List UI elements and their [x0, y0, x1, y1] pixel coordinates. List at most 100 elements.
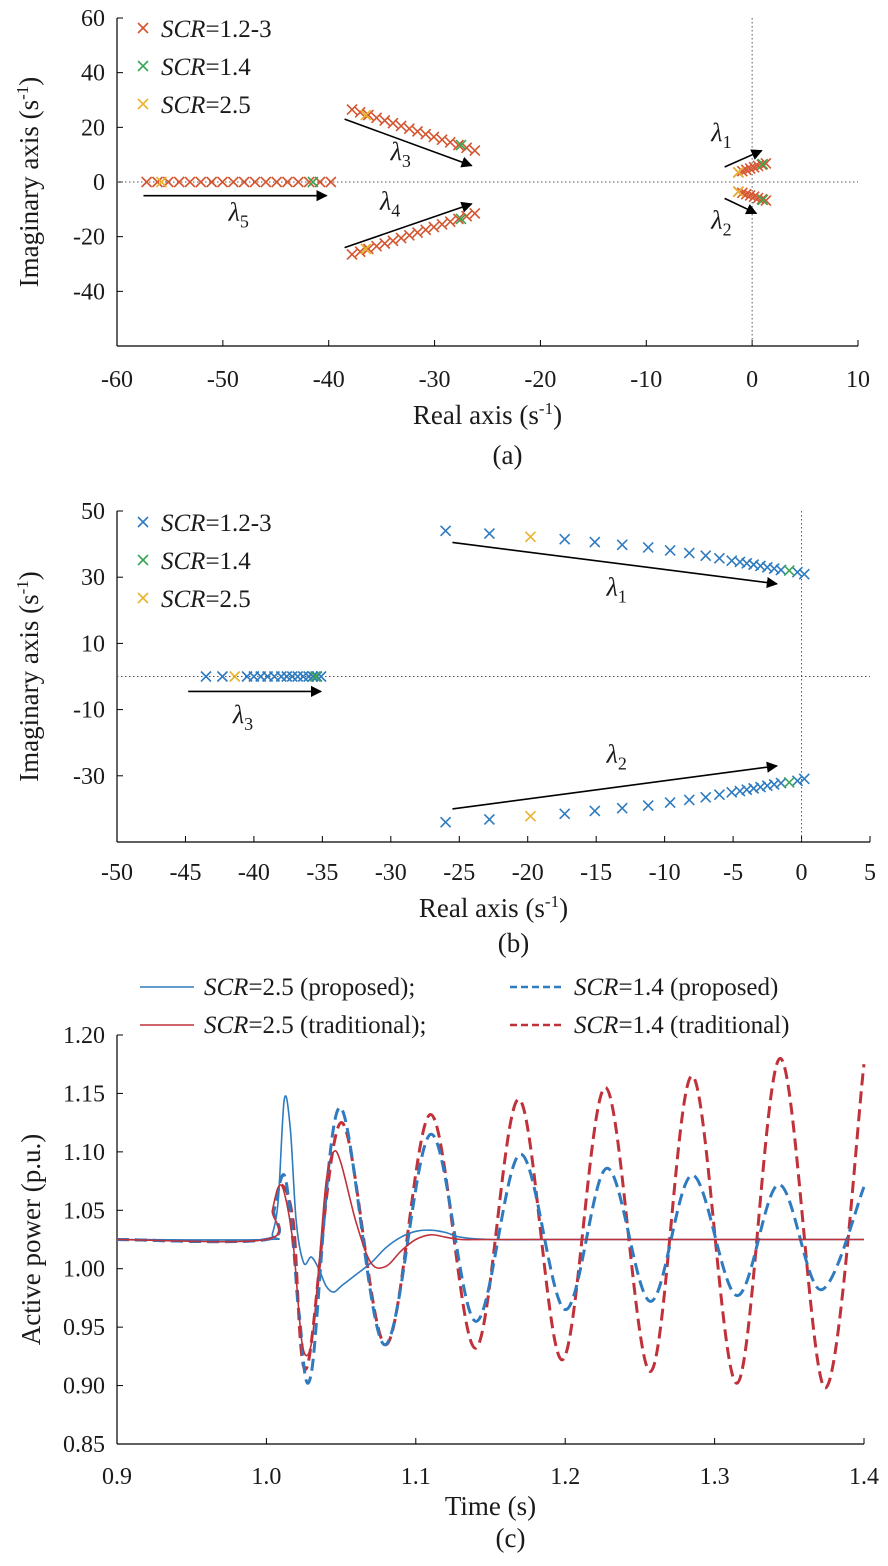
marker-stroke-b: [354, 106, 366, 118]
panel-label: (b): [498, 928, 529, 958]
y-axis-label-sup: -1: [13, 580, 32, 594]
data-point: [783, 776, 795, 788]
data-point: [642, 800, 654, 812]
marker-stroke-b: [216, 670, 228, 683]
data-point: [736, 187, 748, 199]
data-point: [589, 805, 601, 817]
legend-marker: [137, 22, 149, 34]
x-tick-label: -50: [101, 860, 133, 886]
x-tick-label: -30: [419, 367, 451, 393]
data-point: [744, 189, 756, 201]
y-tick-label: 1.10: [63, 1140, 105, 1166]
x-axis-label-close: ): [559, 893, 568, 923]
eigen-symbol: λ: [379, 186, 391, 215]
marker-stroke-b: [440, 816, 452, 828]
eigen-subscript: 5: [240, 211, 249, 231]
legend-rest: =1.2-3: [205, 16, 271, 43]
data-point: [754, 560, 767, 572]
marker-stroke-b: [589, 536, 601, 548]
marker-stroke-b: [286, 670, 298, 683]
eigen-subscript: 1: [618, 586, 627, 606]
y-tick-label: 20: [81, 115, 105, 141]
marker-stroke-b: [195, 176, 207, 188]
eigen-label: λ1: [710, 118, 731, 152]
marker-stroke-b: [559, 533, 571, 545]
legend-italic: SCR: [161, 586, 205, 613]
marker-stroke-b: [616, 802, 628, 814]
legend-marker: [137, 554, 149, 566]
data-point: [444, 216, 456, 228]
x-axis-label: Time (s): [445, 1491, 536, 1521]
eigen-symbol: λ: [228, 197, 240, 226]
y-axis-label-text: Imaginary axis (s: [14, 594, 44, 781]
data-point: [362, 109, 374, 121]
data-point: [297, 670, 309, 683]
marker-stroke-b: [757, 158, 769, 170]
x-tick-label: -40: [313, 367, 345, 393]
marker-stroke-b: [483, 813, 495, 826]
legend-rest: =1.4: [205, 54, 251, 81]
marker-stroke-b: [137, 60, 149, 72]
marker-stroke-b: [360, 109, 372, 121]
legend-marker: [137, 516, 149, 528]
data-point: [783, 565, 795, 577]
data-point: [559, 808, 571, 820]
data-point: [761, 780, 773, 792]
eigen-label: λ4: [379, 186, 400, 220]
eigen-arrow: [344, 201, 473, 249]
data-point: [195, 176, 207, 188]
marker-stroke-b: [155, 176, 168, 188]
eigen-label: λ2: [710, 205, 731, 239]
legend-italic: SCR: [204, 974, 248, 1001]
marker-stroke-b: [760, 157, 772, 169]
data-point: [736, 165, 748, 177]
marker-stroke-b: [292, 176, 304, 188]
x-tick-label: -60: [101, 367, 133, 393]
data-point: [249, 176, 261, 188]
marker-stroke-b: [309, 670, 322, 683]
marker-stroke-b: [642, 541, 654, 553]
marker-stroke-b: [370, 112, 383, 124]
data-point: [387, 235, 399, 247]
y-tick-label: 0.95: [63, 1315, 105, 1341]
data-point: [757, 158, 769, 170]
data-point: [260, 176, 272, 188]
marker-stroke-b: [395, 120, 407, 132]
data-point: [286, 670, 298, 683]
data-point: [395, 120, 407, 132]
data-point: [713, 552, 725, 564]
legend-italic: SCR: [204, 1012, 248, 1039]
legend-entry: SCR=1.2-3: [161, 510, 272, 537]
eigen-label: λ1: [606, 572, 627, 606]
legend-italic: SCR: [161, 16, 205, 43]
marker-stroke-b: [683, 547, 695, 559]
data-point: [346, 248, 358, 260]
legend-rest: =2.5 (proposed);: [248, 974, 415, 1001]
legend-entry: SCR=2.5: [161, 92, 251, 119]
legend-rest: =1.4 (traditional): [618, 1012, 789, 1039]
x-tick-label: -40: [238, 860, 270, 886]
data-point: [452, 139, 464, 151]
marker-stroke-b: [452, 139, 464, 151]
data-point: [748, 191, 760, 203]
marker-stroke-b: [271, 176, 283, 188]
data-point: [744, 163, 756, 175]
marker-stroke-b: [229, 670, 241, 683]
data-point: [325, 176, 337, 188]
marker-stroke-b: [281, 176, 294, 188]
eigen-subscript: 1: [723, 132, 732, 152]
marker-stroke-b: [411, 227, 424, 239]
eigen-symbol: λ: [606, 740, 618, 769]
data-point: [748, 161, 760, 173]
y-axis-label: Active power (p.u.): [16, 1134, 46, 1345]
marker-stroke-b: [589, 805, 601, 817]
marker-stroke-b: [387, 117, 399, 129]
data-point: [379, 237, 391, 250]
data-point: [683, 794, 695, 806]
legend-rest: =2.5: [205, 586, 250, 613]
legend-marker: [137, 98, 149, 110]
legend-rest: =1.4 (proposed): [618, 974, 778, 1001]
marker-stroke-b: [748, 782, 760, 794]
y-tick-label: 50: [81, 499, 105, 525]
data-point: [281, 176, 294, 188]
